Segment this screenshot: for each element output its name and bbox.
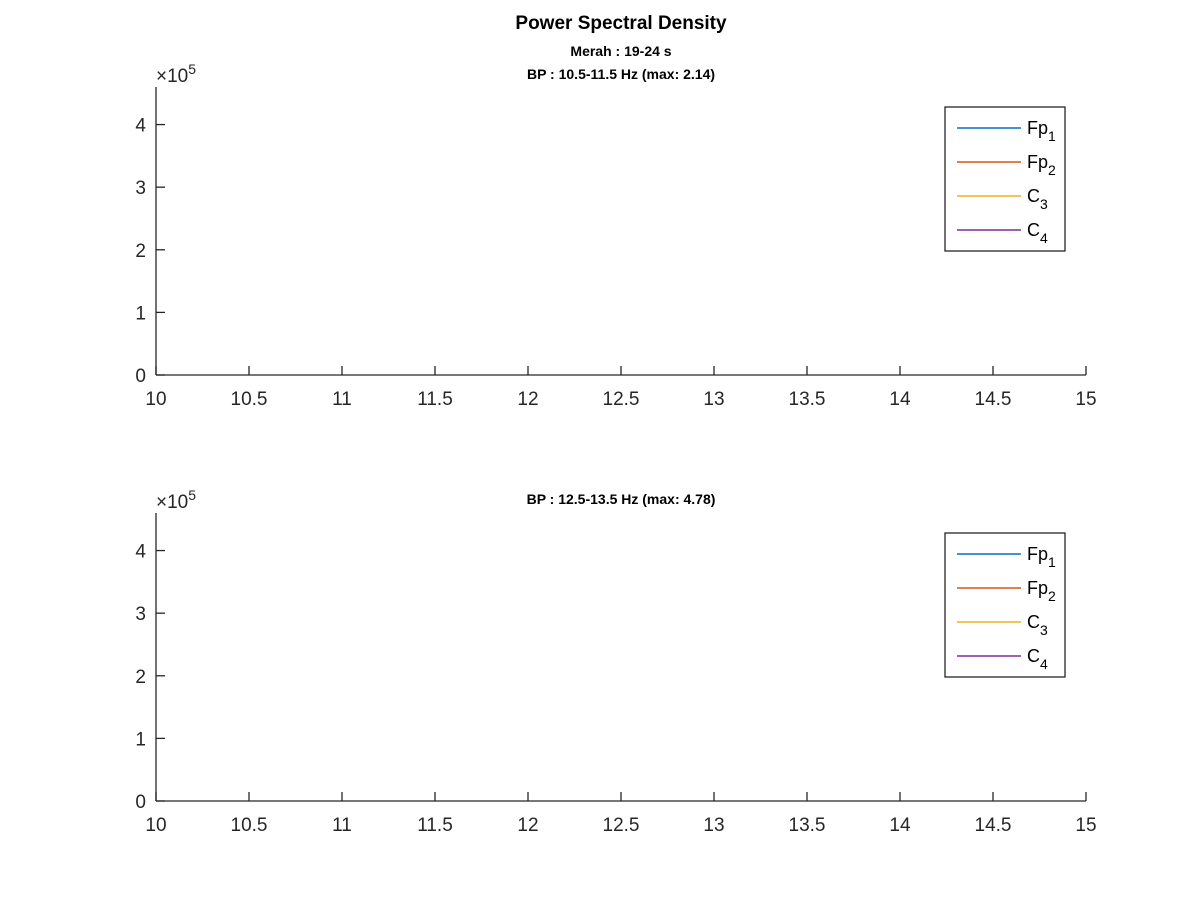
x-tick-label: 14 xyxy=(889,389,911,410)
figure-title: Power Spectral Density xyxy=(515,13,727,34)
legend-box xyxy=(944,532,1066,678)
x-tick-label: 13 xyxy=(703,389,724,410)
x-tick-label: 11 xyxy=(332,815,352,836)
x-tick-label: 12 xyxy=(517,815,538,836)
x-tick-label: 10 xyxy=(145,389,166,410)
x-tick-label: 10 xyxy=(145,815,166,836)
x-tick-label: 15 xyxy=(1075,815,1096,836)
legend-entry-subscript: 4 xyxy=(1040,230,1048,246)
x-tick-label: 14.5 xyxy=(975,815,1012,836)
x-tick-label: 11.5 xyxy=(417,389,453,410)
legend-entry-subscript: 3 xyxy=(1040,196,1048,212)
legend-entry-subscript: 4 xyxy=(1040,656,1048,672)
y-tick-label: 0 xyxy=(135,366,146,387)
y-exponent-power: 5 xyxy=(188,61,196,77)
y-tick-label: 2 xyxy=(135,667,146,688)
legend-entry-subscript: 2 xyxy=(1048,588,1056,604)
x-tick-label: 12.5 xyxy=(603,815,640,836)
x-tick-label: 14.5 xyxy=(975,389,1012,410)
x-tick-label: 13.5 xyxy=(789,815,826,836)
x-tick-label: 13 xyxy=(703,815,724,836)
figure-subtitle: Merah : 19-24 s xyxy=(570,43,671,59)
x-tick-label: 10.5 xyxy=(231,389,268,410)
y-exponent-power: 5 xyxy=(188,487,196,503)
subplot-title: BP : 12.5-13.5 Hz (max: 4.78) xyxy=(527,491,716,507)
y-tick-label: 1 xyxy=(135,729,146,750)
y-tick-label: 4 xyxy=(135,116,146,137)
legend-box xyxy=(944,106,1066,252)
subplot-bottom: BP : 12.5-13.5 Hz (max: 4.78)10 10.5 11 11.… xyxy=(135,487,1096,836)
x-tick-label: 11.5 xyxy=(417,815,453,836)
subplot-top: BP : 10.5-11.5 Hz (max: 2.14)10 10.5 11 11.… xyxy=(135,61,1096,410)
x-tick-label: 10.5 xyxy=(231,815,268,836)
legend-entry-subscript: 1 xyxy=(1048,128,1056,144)
x-tick-label: 15 xyxy=(1075,389,1096,410)
x-tick-label: 14 xyxy=(889,815,911,836)
x-tick-label: 12 xyxy=(517,389,538,410)
x-tick-label: 13.5 xyxy=(789,389,826,410)
x-tick-label: 12.5 xyxy=(603,389,640,410)
y-tick-label: 3 xyxy=(135,178,146,199)
y-tick-label: 4 xyxy=(135,542,146,563)
subplot-title: BP : 10.5-11.5 Hz (max: 2.14) xyxy=(527,66,715,82)
y-tick-label: 2 xyxy=(135,241,146,262)
x-tick-label: 11 xyxy=(332,389,352,410)
y-tick-label: 0 xyxy=(135,792,146,813)
legend-entry-subscript: 1 xyxy=(1048,554,1056,570)
y-tick-label: 1 xyxy=(135,303,146,324)
legend-entry-subscript: 2 xyxy=(1048,162,1056,178)
legend-entry-subscript: 3 xyxy=(1040,622,1048,638)
y-tick-label: 3 xyxy=(135,604,146,625)
